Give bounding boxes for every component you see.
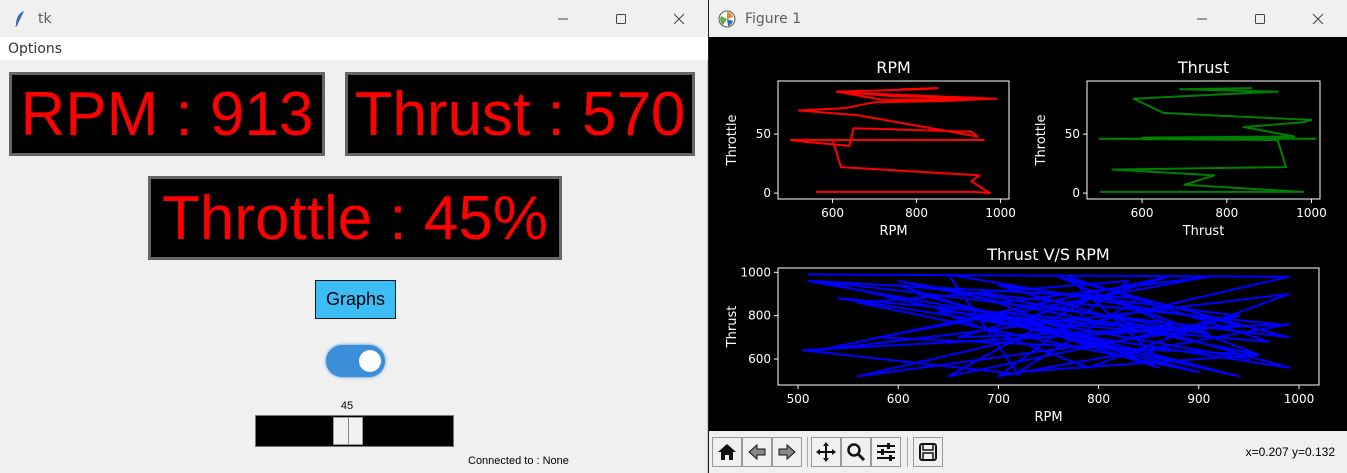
back-arrow-icon[interactable] xyxy=(742,437,772,467)
chart3-ytick-label: 1000 xyxy=(740,265,771,279)
maximize-icon[interactable] xyxy=(592,0,650,37)
home-icon[interactable] xyxy=(712,437,742,467)
save-icon[interactable] xyxy=(913,437,943,467)
slider-value: 45 xyxy=(340,400,354,412)
chart2-xtick-label: 600 xyxy=(1131,206,1154,220)
rpm-display: RPM : 913 xyxy=(9,72,325,156)
chart2-ytick-label: 50 xyxy=(1065,127,1080,141)
chart3-ytick-label: 600 xyxy=(748,352,771,366)
chart3-xtick-label: 700 xyxy=(987,392,1010,406)
chart3-xlabel: RPM xyxy=(1034,410,1062,425)
toggle-knob xyxy=(359,350,381,372)
figure-titlebar[interactable]: Figure 1 xyxy=(709,0,1347,37)
chart1-series-line xyxy=(789,87,998,195)
chart2-ylabel: Throttle xyxy=(1034,115,1049,167)
window-title: tk xyxy=(38,10,52,27)
connection-status: Connected to : None xyxy=(468,455,569,467)
thrust-display: Thrust : 570 xyxy=(345,72,695,156)
configure-subplots-icon[interactable] xyxy=(871,437,901,467)
chart2-xtick-label: 1000 xyxy=(1296,206,1327,220)
chart1-ytick-label: 0 xyxy=(763,186,771,200)
chart2-title: Thrust xyxy=(1177,58,1229,77)
matplotlib-icon xyxy=(717,9,737,29)
chart3-series-line xyxy=(802,273,1290,378)
chart1-title: RPM xyxy=(876,58,911,77)
figure-window: Figure 1 RPM RPM Throttle 600 800 1000 0 50 Thru… xyxy=(709,0,1347,473)
chart3-title: Thrust V/S RPM xyxy=(986,245,1109,264)
close-icon[interactable] xyxy=(650,0,708,37)
chart1-ylabel: Throttle xyxy=(725,115,740,167)
chart3-axes-frame xyxy=(777,267,1320,386)
chart2-ytick-label: 0 xyxy=(1072,186,1080,200)
throttle-display: Throttle : 45% xyxy=(148,176,562,260)
graphs-button[interactable]: Graphs xyxy=(315,280,396,319)
tk-titlebar[interactable]: tk xyxy=(0,0,708,37)
chart1-xlabel: RPM xyxy=(879,224,907,239)
chart1-xtick-label: 1000 xyxy=(985,206,1016,220)
chart2-xlabel: Thrust xyxy=(1182,224,1225,239)
figure-canvas[interactable]: RPM RPM Throttle 600 800 1000 0 50 Thrust Thrust T… xyxy=(709,37,1347,431)
toolbar-separator xyxy=(907,437,908,467)
chart3-ytick-label: 800 xyxy=(748,309,771,323)
chart3-ylabel: Thrust xyxy=(725,306,740,349)
navigation-toolbar: x=0.207 y=0.132 xyxy=(709,431,1347,473)
chart2-xtick-label: 800 xyxy=(1215,206,1238,220)
chart3-xtick-label: 600 xyxy=(887,392,910,406)
throttle-slider[interactable] xyxy=(255,415,454,447)
minimize-icon[interactable] xyxy=(1173,0,1231,37)
chart1-xtick-label: 600 xyxy=(821,206,844,220)
toolbar-separator xyxy=(807,437,808,467)
menu-options[interactable]: Options xyxy=(8,41,63,57)
zoom-icon[interactable] xyxy=(841,437,871,467)
chart1-xtick-label: 800 xyxy=(905,206,928,220)
close-icon[interactable] xyxy=(1289,0,1347,37)
feather-icon xyxy=(10,9,30,29)
chart3-xtick-label: 1000 xyxy=(1284,392,1315,406)
tk-window: tk Options RPM : 913 Thrust : 570 Thrott… xyxy=(0,0,708,473)
minimize-icon[interactable] xyxy=(534,0,592,37)
forward-arrow-icon[interactable] xyxy=(772,437,802,467)
maximize-icon[interactable] xyxy=(1231,0,1289,37)
chart1-ytick-label: 50 xyxy=(756,127,771,141)
chart3-xtick-label: 500 xyxy=(787,392,810,406)
chart2-series-line xyxy=(1098,87,1317,193)
chart3-xtick-label: 900 xyxy=(1187,392,1210,406)
chart2-axes-frame xyxy=(1086,80,1321,200)
menubar: Options xyxy=(0,37,708,60)
slider-handle[interactable] xyxy=(333,417,363,445)
toggle-switch[interactable] xyxy=(326,345,385,377)
coordinate-readout: x=0.207 y=0.132 xyxy=(1245,445,1335,459)
slider-handle-grip xyxy=(348,418,349,444)
chart1-axes-frame xyxy=(777,80,1010,200)
pan-icon[interactable] xyxy=(811,437,841,467)
chart3-xtick-label: 800 xyxy=(1087,392,1110,406)
window-title: Figure 1 xyxy=(745,10,802,27)
